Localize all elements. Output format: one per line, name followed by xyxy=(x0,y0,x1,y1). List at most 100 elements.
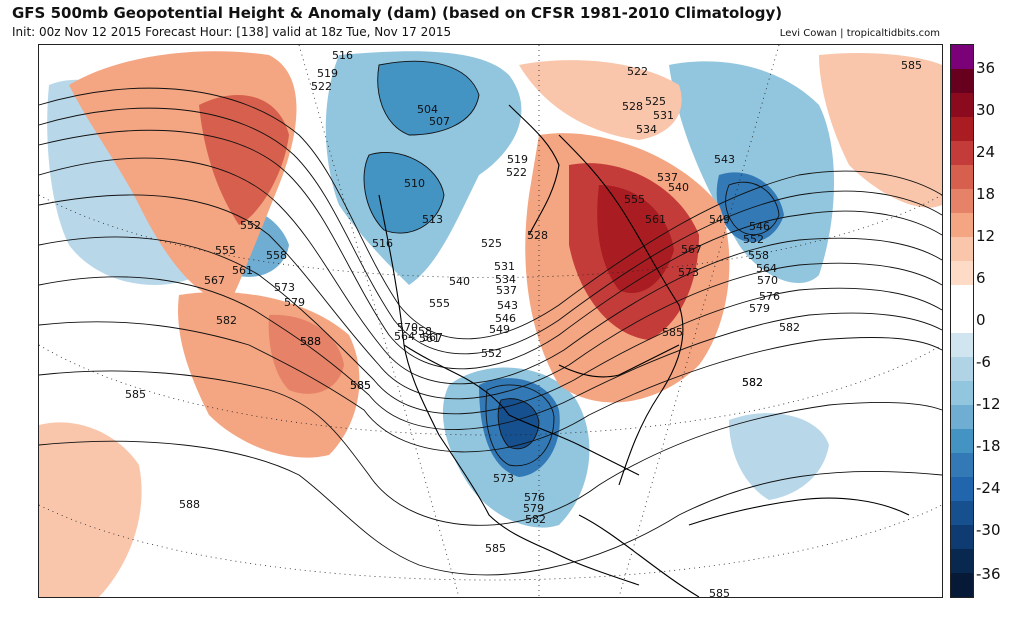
contour-label: 585 xyxy=(485,542,506,555)
colorbar-segment xyxy=(951,213,973,237)
colorbar-tick: -6 xyxy=(976,353,991,371)
colorbar-segment xyxy=(951,93,973,117)
contour-label: 582 xyxy=(216,314,237,327)
contour-label: 558 xyxy=(411,325,432,338)
colorbar-tick: -36 xyxy=(976,565,1001,583)
colorbar-tick: 30 xyxy=(976,101,996,119)
contour-label: 561 xyxy=(232,264,253,277)
colorbar-tick: 36 xyxy=(976,59,996,77)
contour-label: 522 xyxy=(506,166,527,179)
contour-label: 582 xyxy=(742,376,763,389)
colorbar-segment xyxy=(951,453,973,477)
colorbar-tick: -30 xyxy=(976,521,1001,539)
colorbar-segment xyxy=(951,573,973,597)
colorbar-tick: -12 xyxy=(976,395,1001,413)
ridge-southwest xyxy=(39,422,142,597)
contour-label: 522 xyxy=(627,65,648,78)
colorbar-tick: 18 xyxy=(976,185,996,203)
contour-label: 585 xyxy=(662,326,683,339)
coastlines xyxy=(378,104,910,597)
trough-yukon-core xyxy=(364,152,444,234)
colorbar-tick: -24 xyxy=(976,479,1001,497)
colorbar-tick: 12 xyxy=(976,227,996,245)
contour-label: 576 xyxy=(759,290,780,303)
anomaly-map: 516 519 522 504 507 510 513 516 519 522 … xyxy=(39,45,942,597)
contour-label: 555 xyxy=(429,297,450,310)
contour-label: 516 xyxy=(332,49,353,62)
contour-label: 525 xyxy=(645,95,666,108)
colorbar-segment xyxy=(951,429,973,453)
contour-label: 582 xyxy=(525,513,546,526)
contour-label: 585 xyxy=(350,379,371,392)
contour-label: 585 xyxy=(709,587,730,597)
colorbar-segment xyxy=(951,237,973,261)
contour-label: 561 xyxy=(419,332,440,345)
contour-label: 555 xyxy=(215,244,236,257)
colorbar-segment xyxy=(951,165,973,189)
contour-label: 519 xyxy=(507,153,528,166)
contour-label: 579 xyxy=(749,302,770,315)
contour-label: 537 xyxy=(496,284,517,297)
ridge-subtropical-core xyxy=(268,314,344,394)
trough-alaska-core xyxy=(377,61,479,135)
credit-text: Levi Cowan | tropicaltidbits.com xyxy=(779,28,940,39)
contour-label: 585 xyxy=(125,388,146,401)
page-title: GFS 500mb Geopotential Height & Anomaly … xyxy=(12,4,783,22)
contour-label: 537 xyxy=(657,171,678,184)
contour-label: 549 xyxy=(709,213,730,226)
contour-label: 567 xyxy=(681,243,702,256)
contour-label: 504 xyxy=(417,103,438,116)
colorbar-segment xyxy=(951,69,973,93)
contour-label: 567 xyxy=(204,274,225,287)
contour-label: 588 xyxy=(300,335,321,348)
contour-label: 558 xyxy=(266,249,287,262)
colorbar-segment xyxy=(951,549,973,573)
graticule xyxy=(39,45,942,597)
contour-label: 579 xyxy=(284,296,305,309)
colorbar xyxy=(950,44,974,598)
colorbar-tick: 0 xyxy=(976,311,986,329)
colorbar-segment xyxy=(951,285,973,333)
map-panel[interactable]: 516 519 522 504 507 510 513 516 519 522 … xyxy=(38,44,943,598)
colorbar-segment xyxy=(951,477,973,501)
contour-label: 546 xyxy=(749,220,770,233)
contour-label: 507 xyxy=(429,115,450,128)
contour-label: 543 xyxy=(714,153,735,166)
contour-label: 525 xyxy=(481,237,502,250)
contour-label: 564 xyxy=(394,330,415,343)
colorbar-tick: 6 xyxy=(976,269,986,287)
colorbar-segment xyxy=(951,117,973,141)
contour-label: 552 xyxy=(240,219,261,232)
colorbar-labels: 36 30 24 18 12 6 0 -6 -12 -18 -24 -30 -3… xyxy=(976,44,1024,596)
contour-label: 528 xyxy=(622,100,643,113)
contour-label: 585 xyxy=(350,379,371,392)
contour-label: 528 xyxy=(527,229,548,242)
colorbar-segment xyxy=(951,525,973,549)
contour-label: 582 xyxy=(779,321,800,334)
colorbar-segment xyxy=(951,333,973,357)
contour-label: 570 xyxy=(757,274,778,287)
ridge-arctic xyxy=(519,60,682,140)
colorbar-segment xyxy=(951,501,973,525)
contour-label: 570 xyxy=(397,321,418,334)
colorbar-segment xyxy=(951,381,973,405)
contour-label: 534 xyxy=(495,273,516,286)
contour-label-group: 516 519 522 504 507 510 513 516 519 522 … xyxy=(125,49,922,597)
trough-caribbean xyxy=(729,413,829,500)
contour-label: 552 xyxy=(481,347,502,360)
contour-label: 567 xyxy=(422,331,443,344)
contour-label: 588 xyxy=(300,335,321,348)
contour-label: 531 xyxy=(653,109,674,122)
height-contours xyxy=(39,60,942,576)
contour-label: 555 xyxy=(624,193,645,206)
contour-label: 579 xyxy=(523,502,544,515)
forecast-info: Init: 00z Nov 12 2015 Forecast Hour: [13… xyxy=(12,25,452,39)
colorbar-segment xyxy=(951,261,973,285)
trough-north-atlantic xyxy=(669,61,834,284)
colorbar-segment xyxy=(951,45,973,69)
contour-label: 585 xyxy=(901,59,922,72)
contour-label: 540 xyxy=(449,275,470,288)
contour-label: 561 xyxy=(645,213,666,226)
contour-label: 543 xyxy=(497,299,518,312)
colorbar-tick: -18 xyxy=(976,437,1001,455)
